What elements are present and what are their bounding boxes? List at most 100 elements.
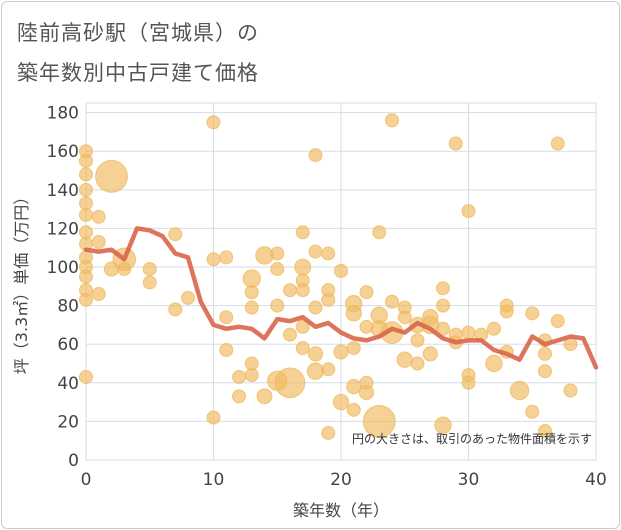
bubble-point (244, 285, 259, 300)
bubble-point (219, 310, 234, 325)
bubble-point (244, 368, 259, 383)
average-price-line (83, 226, 599, 370)
average-line-series (83, 226, 599, 370)
bubble-point (79, 292, 93, 307)
bubble-point (396, 351, 413, 368)
bubble-point (525, 306, 540, 321)
y-tick-label: 80 (57, 297, 79, 317)
bubble-point (436, 298, 450, 313)
bubble-point (333, 344, 349, 360)
y-tick-label: 140 (47, 181, 79, 201)
bubble-point (270, 298, 285, 313)
bubble-point (436, 321, 450, 336)
bubble-point (168, 227, 183, 242)
bubble-point (79, 370, 93, 385)
bubble-point (219, 343, 234, 358)
y-tick-label: 160 (47, 142, 79, 162)
y-tick-label: 0 (68, 451, 79, 471)
bubble-point (270, 246, 285, 261)
bubble-point (168, 302, 183, 317)
bubble-point (308, 148, 323, 163)
bubble-point (499, 304, 514, 319)
bubble-point (283, 283, 297, 298)
bubble-point (362, 404, 396, 438)
bubble-point (295, 319, 310, 334)
x-axis-label: 築年数（年） (293, 501, 389, 520)
bubble-point (397, 310, 412, 325)
bubble-point (142, 261, 157, 276)
axes: 0 20 40 60 80 100 120 140 160 180 0 10 20 30 40 (47, 104, 607, 490)
bubble-point (346, 341, 361, 356)
x-tick-label: 30 (458, 470, 480, 490)
bubble-point (206, 410, 221, 425)
bubble-point (461, 325, 476, 340)
chart-title-line1: 陸前高砂駅（宮城県）の (17, 21, 259, 45)
bubble-point (372, 225, 387, 240)
bubble-point (79, 182, 93, 197)
bubble-point (410, 333, 425, 348)
bubble-point (308, 244, 323, 259)
bubble-point (79, 269, 93, 284)
y-tick-label: 20 (57, 412, 79, 432)
bubble-point (91, 234, 106, 249)
bubble-point (346, 402, 361, 417)
bubble-point (485, 354, 503, 373)
bubble-point (232, 389, 246, 404)
bubble-point (274, 367, 306, 399)
bubble-point (308, 300, 323, 315)
bubble-point (461, 375, 476, 390)
bubble-point (346, 379, 362, 395)
bubble-point (436, 281, 450, 296)
bubble-point (410, 356, 425, 371)
y-tick-label: 60 (57, 335, 79, 355)
bubble-point (270, 261, 285, 276)
bubble-point (295, 283, 310, 298)
bubble-point (244, 300, 259, 315)
bubble-point (79, 225, 93, 240)
bubble-point (321, 362, 336, 377)
bubble-series (79, 113, 578, 440)
bubble-point (321, 246, 336, 261)
bubble-point (307, 346, 324, 362)
bubble-point (79, 207, 93, 222)
bubble-point (550, 136, 565, 151)
bubble-point (448, 136, 463, 151)
y-tick-label: 40 (57, 374, 79, 394)
bubble-point (538, 364, 552, 379)
bubble-point (181, 290, 195, 305)
bubble-point (332, 393, 350, 411)
bubble-point (334, 263, 348, 278)
bubble-point (538, 424, 552, 439)
bubble-point (422, 346, 438, 362)
bubble-point (244, 356, 259, 371)
bubble-point (91, 209, 106, 224)
bubble-point (295, 225, 310, 240)
x-tick-label: 20 (330, 470, 352, 490)
y-axis-label: 坪（3.3㎡）単価（万円） (12, 189, 31, 374)
bubble-point (385, 113, 399, 128)
bubble-point (79, 196, 93, 211)
x-tick-label: 0 (81, 470, 92, 490)
bubble-point (385, 294, 399, 309)
bubble-point (79, 167, 93, 182)
bubble-point (563, 383, 578, 398)
bubble-point (91, 287, 106, 302)
bubble-point (538, 346, 552, 361)
bubble-size-note: 円の大きさは、取引のあった物件面積を示す (352, 431, 592, 446)
bubble-point (525, 404, 540, 419)
bubble-point (321, 292, 336, 307)
bubble-point (256, 388, 273, 405)
x-tick-label: 40 (585, 470, 607, 490)
bubble-point (295, 341, 310, 356)
bubble-point (283, 327, 297, 342)
bubble-point (461, 204, 476, 219)
bubble-point (345, 305, 362, 322)
bubble-point (219, 250, 234, 265)
bubble-point (242, 269, 261, 288)
bubble-point (142, 275, 157, 290)
y-tick-label: 100 (47, 258, 79, 278)
y-tick-label: 180 (47, 104, 79, 124)
bubble-point (434, 416, 452, 434)
bubble-point (306, 362, 325, 380)
